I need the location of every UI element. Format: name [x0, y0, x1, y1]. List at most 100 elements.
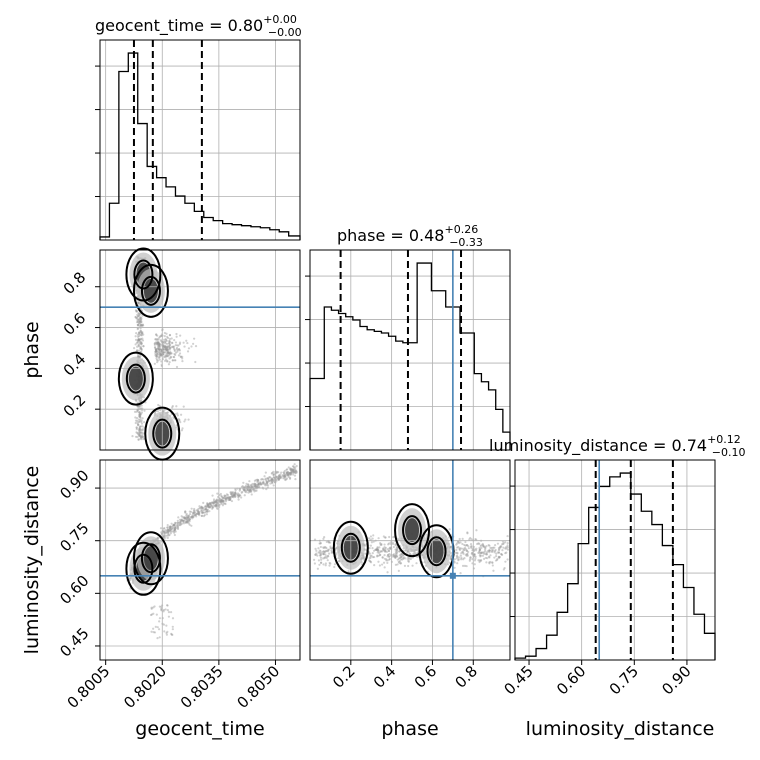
sample-point-luminosity-distance-vs-geocent-time-129: [295, 471, 298, 474]
sample-point-luminosity-distance-vs-geocent-time-482: [194, 514, 197, 517]
sample-point-phase-vs-geocent-time-820: [166, 359, 169, 363]
sample-point-luminosity-distance-vs-phase-725: [463, 546, 467, 550]
sample-point-phase-vs-geocent-time-195: [158, 356, 161, 359]
sample-point-phase-vs-geocent-time-813: [134, 316, 137, 319]
sample-point-luminosity-distance-vs-phase-663: [482, 551, 485, 554]
sample-point-luminosity-distance-vs-phase-859: [467, 545, 470, 548]
sample-point-phase-vs-geocent-time-0: [137, 337, 140, 341]
sample-point-luminosity-distance-vs-geocent-time-286: [289, 468, 292, 472]
sample-point-luminosity-distance-vs-phase-237: [324, 564, 327, 567]
sample-point-luminosity-distance-vs-geocent-time-256: [167, 529, 170, 532]
sample-point-luminosity-distance-vs-geocent-time-65: [206, 503, 209, 506]
sample-point-luminosity-distance-vs-geocent-time-313: [263, 475, 266, 478]
sample-point-phase-vs-geocent-time-796: [163, 338, 166, 341]
sample-point-luminosity-distance-vs-phase-398: [392, 553, 395, 557]
sample-point-luminosity-distance-vs-geocent-time-780: [234, 491, 237, 494]
sample-point-luminosity-distance-vs-geocent-time-253: [149, 613, 153, 617]
sample-point-luminosity-distance-vs-phase-12: [492, 569, 495, 572]
sample-point-luminosity-distance-vs-geocent-time-10: [293, 471, 297, 474]
sample-point-luminosity-distance-vs-geocent-time-801: [170, 527, 173, 531]
sample-point-luminosity-distance-vs-geocent-time-363: [186, 520, 189, 523]
sample-point-luminosity-distance-vs-phase-677: [475, 547, 478, 550]
sample-point-luminosity-distance-vs-phase-64: [497, 555, 501, 559]
sample-point-luminosity-distance-vs-phase-615: [329, 545, 332, 548]
sample-point-luminosity-distance-vs-geocent-time-171: [234, 489, 237, 492]
sample-point-phase-vs-geocent-time-890: [166, 347, 169, 351]
sample-point-luminosity-distance-vs-phase-838: [369, 560, 372, 563]
sample-point-luminosity-distance-vs-geocent-time-136: [230, 493, 233, 496]
sample-point-luminosity-distance-vs-geocent-time-265: [214, 501, 217, 504]
sample-point-luminosity-distance-vs-geocent-time-457: [172, 523, 175, 526]
sample-point-phase-vs-geocent-time-489: [137, 433, 140, 436]
sample-point-phase-vs-geocent-time-469: [168, 352, 171, 355]
sample-point-luminosity-distance-vs-phase-85: [330, 547, 333, 550]
sample-point-luminosity-distance-vs-geocent-time-6: [252, 485, 255, 488]
sample-point-phase-vs-geocent-time-527: [155, 349, 158, 352]
sample-point-luminosity-distance-vs-geocent-time-367: [179, 521, 182, 524]
sample-point-phase-vs-geocent-time-301: [164, 346, 167, 349]
sample-point-luminosity-distance-vs-phase-538: [381, 556, 384, 559]
sample-point-phase-vs-geocent-time-638: [155, 357, 158, 360]
sample-point-phase-vs-geocent-time-238: [162, 342, 165, 345]
sample-point-luminosity-distance-vs-geocent-time-570: [207, 505, 210, 508]
sample-point-phase-vs-geocent-time-215: [153, 345, 157, 349]
sample-point-luminosity-distance-vs-phase-374: [457, 556, 460, 559]
sample-point-phase-vs-geocent-time-426: [135, 410, 138, 413]
sample-point-phase-vs-geocent-time-157: [165, 348, 168, 351]
sample-point-luminosity-distance-vs-geocent-time-893: [203, 511, 206, 514]
sample-point-luminosity-distance-vs-geocent-time-665: [198, 506, 201, 510]
sample-point-luminosity-distance-vs-geocent-time-272: [164, 608, 167, 611]
sample-point-luminosity-distance-vs-geocent-time-722: [193, 514, 196, 517]
sample-point-luminosity-distance-vs-geocent-time-77: [251, 482, 254, 486]
sample-point-luminosity-distance-vs-phase-581: [492, 549, 495, 552]
sample-point-phase-vs-geocent-time-46: [136, 405, 140, 408]
sample-point-luminosity-distance-vs-geocent-time-831: [229, 491, 232, 494]
sample-point-luminosity-distance-vs-phase-463: [397, 569, 400, 572]
xtick-label-phase-2: 0.6: [411, 662, 441, 692]
sample-point-phase-vs-geocent-time-818: [140, 429, 143, 432]
sample-point-phase-vs-geocent-time-481: [153, 411, 156, 414]
sample-point-luminosity-distance-vs-geocent-time-120: [190, 507, 193, 510]
sample-point-luminosity-distance-vs-geocent-time-374: [206, 505, 210, 508]
sample-point-phase-vs-geocent-time-118: [170, 341, 174, 344]
sample-point-phase-vs-geocent-time-114: [159, 347, 162, 351]
sample-point-luminosity-distance-vs-geocent-time-327: [171, 625, 174, 628]
sample-point-phase-vs-geocent-time-367: [167, 363, 171, 366]
sample-point-luminosity-distance-vs-phase-0: [330, 549, 333, 552]
sample-point-luminosity-distance-vs-phase-198: [312, 558, 316, 561]
sample-point-luminosity-distance-vs-phase-589: [396, 558, 399, 561]
sample-point-luminosity-distance-vs-geocent-time-581: [150, 630, 153, 633]
sample-point-luminosity-distance-vs-geocent-time-250: [256, 483, 260, 486]
sample-point-luminosity-distance-vs-geocent-time-786: [222, 499, 225, 502]
sample-point-luminosity-distance-vs-phase-562: [382, 547, 385, 551]
sample-point-luminosity-distance-vs-phase-182: [482, 557, 486, 560]
sample-point-luminosity-distance-vs-geocent-time-396: [173, 528, 177, 531]
sample-point-luminosity-distance-vs-geocent-time-599: [275, 475, 278, 478]
sample-point-luminosity-distance-vs-phase-712: [326, 550, 330, 553]
sample-point-luminosity-distance-vs-phase-544: [393, 554, 396, 558]
sample-point-luminosity-distance-vs-phase-137: [318, 549, 321, 552]
sample-point-phase-vs-geocent-time-123: [158, 351, 161, 354]
sample-point-luminosity-distance-vs-geocent-time-357: [158, 636, 161, 639]
sample-point-luminosity-distance-vs-geocent-time-846: [291, 465, 295, 468]
sample-point-phase-vs-geocent-time-27: [138, 333, 142, 336]
sample-point-luminosity-distance-vs-geocent-time-899: [178, 518, 182, 521]
sample-point-luminosity-distance-vs-geocent-time-653: [219, 492, 222, 496]
sample-point-luminosity-distance-vs-phase-835: [473, 559, 477, 562]
sample-point-phase-vs-geocent-time-53: [164, 342, 167, 345]
sample-point-luminosity-distance-vs-geocent-time-578: [169, 528, 172, 532]
sample-point-luminosity-distance-vs-geocent-time-141: [166, 523, 169, 527]
sample-point-luminosity-distance-vs-geocent-time-409: [288, 476, 292, 479]
sample-point-luminosity-distance-vs-phase-310: [457, 558, 460, 561]
sample-point-phase-vs-geocent-time-777: [140, 347, 143, 350]
sample-point-luminosity-distance-vs-geocent-time-24: [158, 605, 161, 608]
sample-point-luminosity-distance-vs-geocent-time-383: [272, 476, 275, 479]
sample-point-phase-vs-geocent-time-386: [135, 349, 139, 352]
sample-point-luminosity-distance-vs-geocent-time-425: [150, 606, 153, 609]
sample-point-luminosity-distance-vs-geocent-time-646: [262, 481, 265, 484]
sample-point-luminosity-distance-vs-geocent-time-300: [180, 515, 183, 518]
sample-point-luminosity-distance-vs-phase-438: [376, 554, 379, 557]
sample-point-phase-vs-geocent-time-7: [156, 341, 160, 344]
sample-point-luminosity-distance-vs-geocent-time-243: [244, 484, 248, 488]
sample-point-luminosity-distance-vs-geocent-time-213: [293, 463, 296, 466]
